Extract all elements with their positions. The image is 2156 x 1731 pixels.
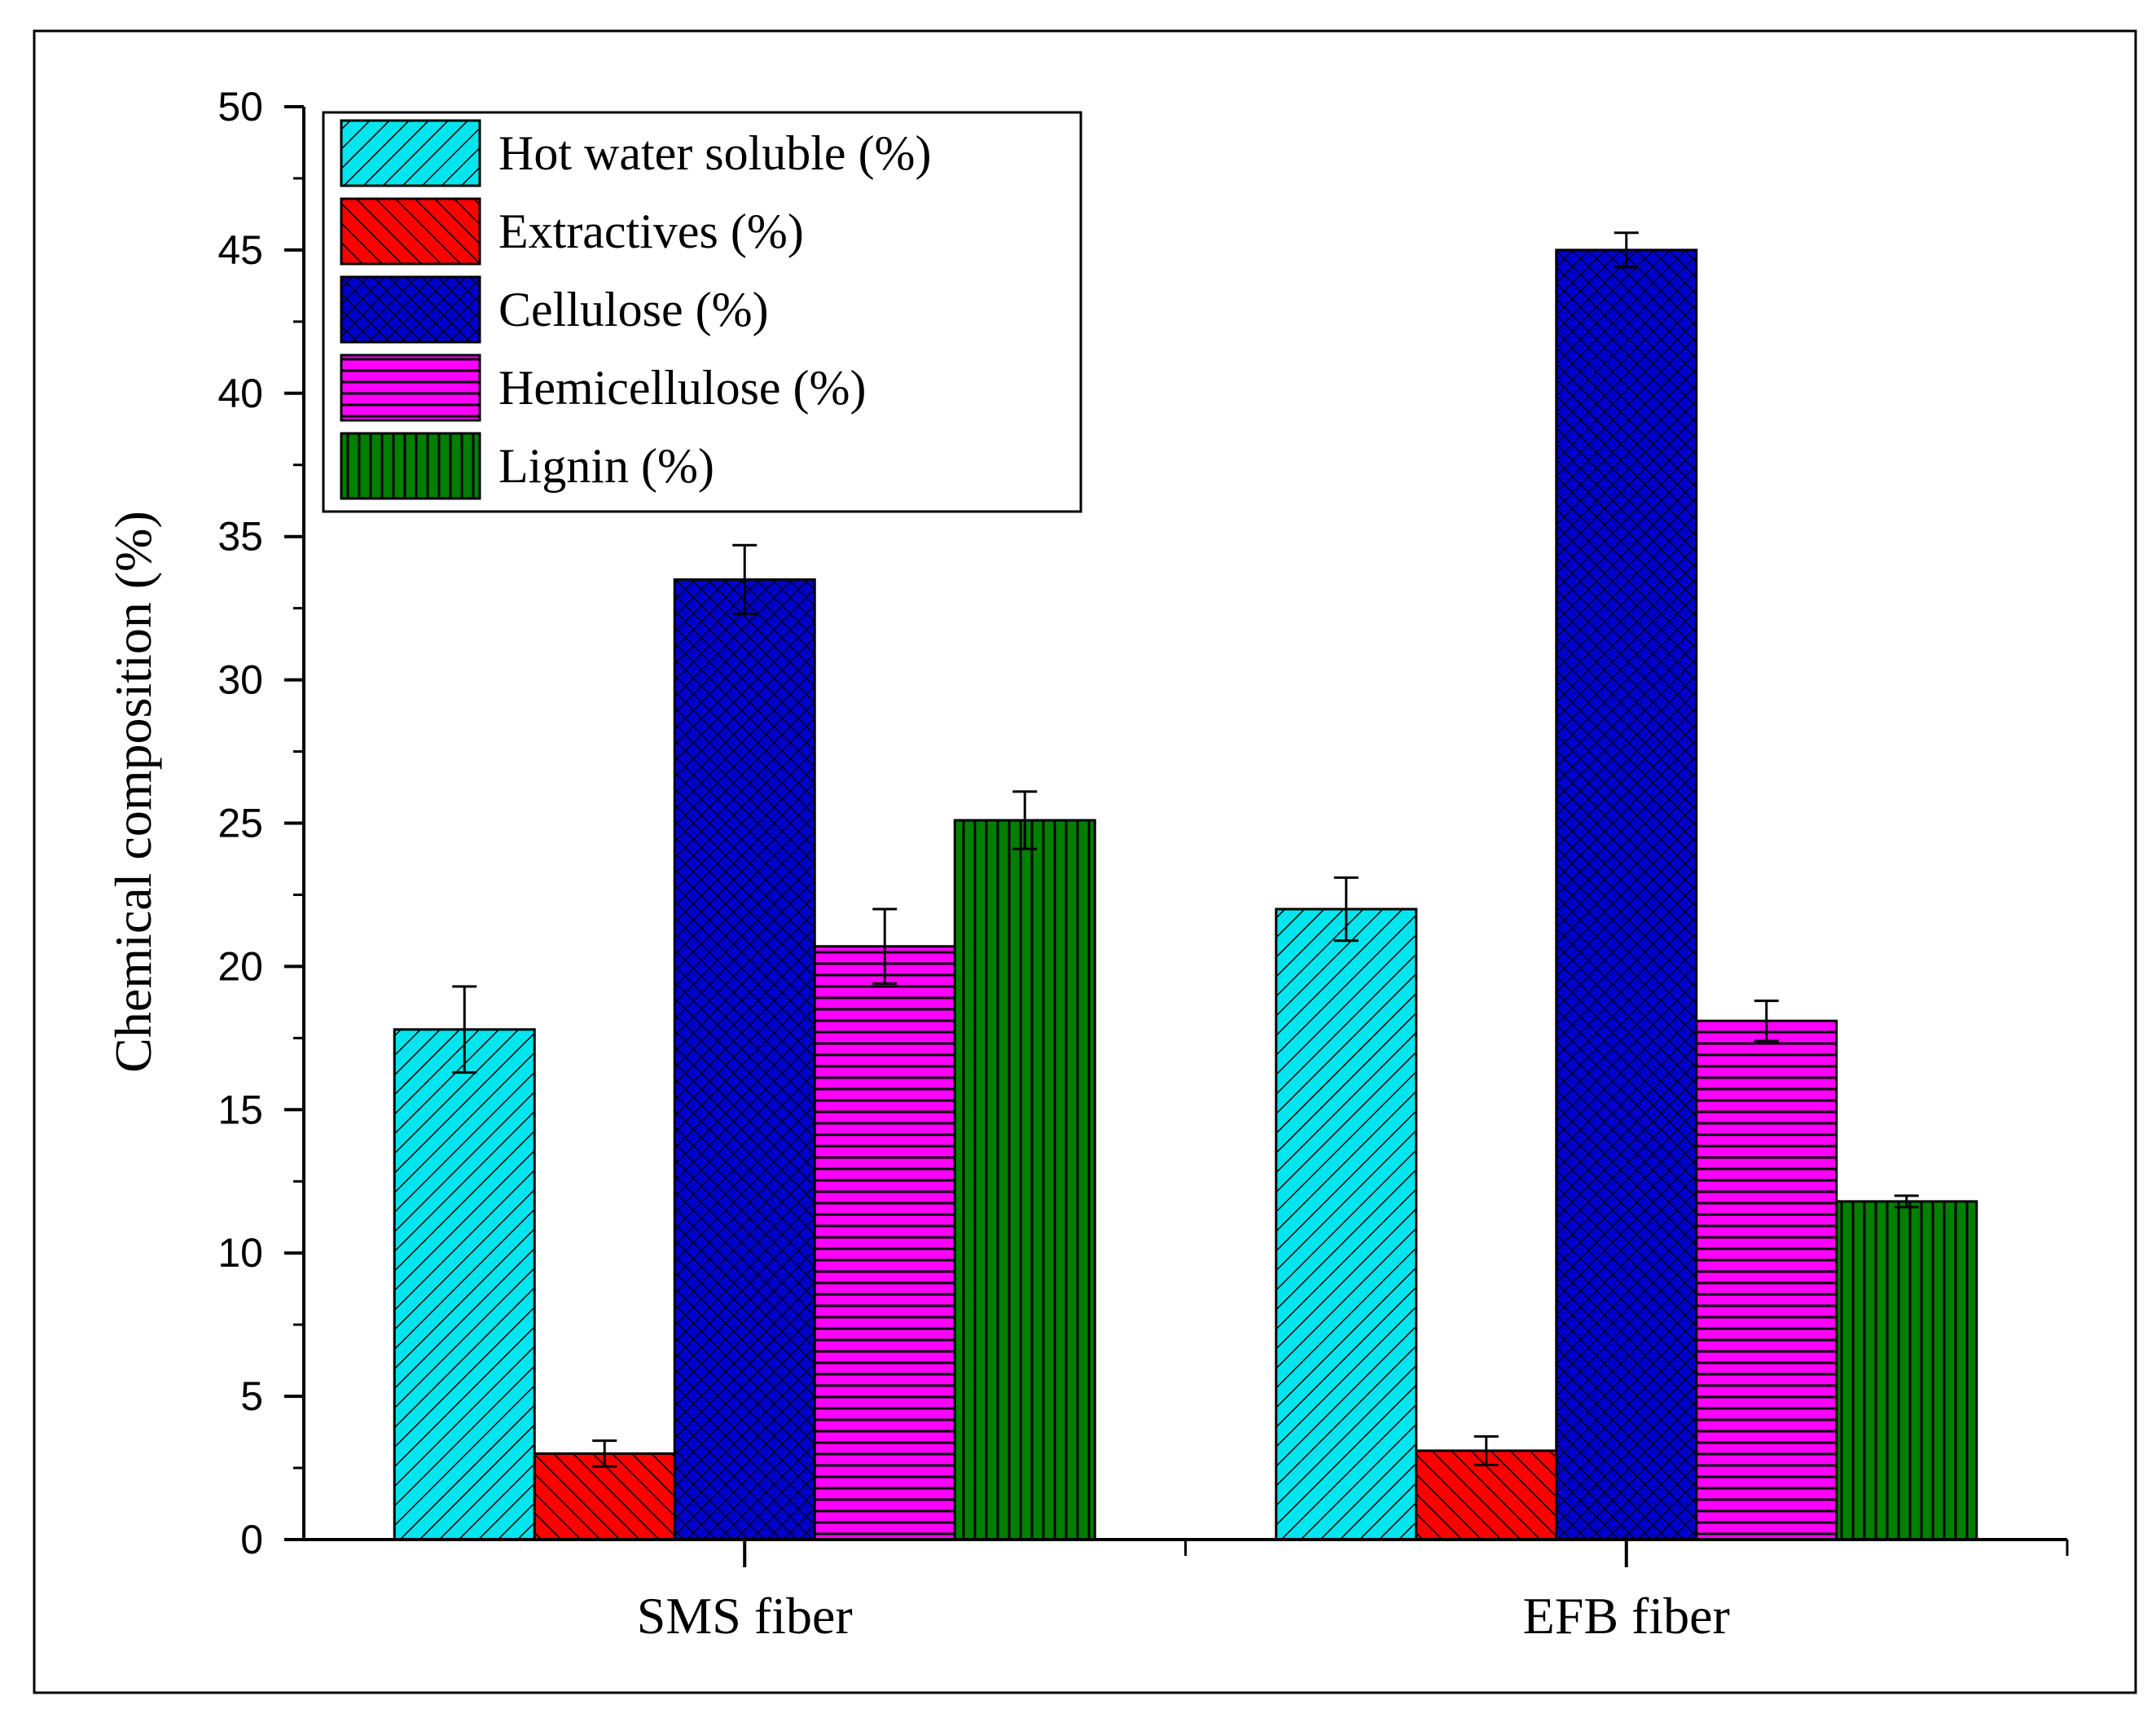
bar-pattern — [1695, 1019, 1838, 1541]
legend-label: Extractives (%) — [498, 204, 804, 258]
y-tick-label: 50 — [217, 84, 263, 130]
legend-label: Lignin (%) — [498, 439, 714, 493]
legend-label: Hot water soluble (%) — [498, 126, 932, 180]
y-tick-label: 40 — [217, 371, 263, 416]
x-category-label: EFB fiber — [1523, 1587, 1730, 1645]
y-axis-title: Chemical composition (%) — [104, 511, 162, 1073]
bar-pattern — [1835, 1200, 1978, 1541]
legend-swatch-pattern — [340, 197, 481, 266]
y-tick-label: 0 — [240, 1517, 263, 1562]
bar-pattern — [673, 578, 816, 1541]
bar-pattern — [1555, 248, 1698, 1541]
y-tick-label: 35 — [217, 514, 263, 560]
figure-frame — [33, 29, 2137, 1694]
y-tick-label: 15 — [217, 1087, 263, 1132]
y-tick-label: 45 — [217, 227, 263, 273]
axes: 0 5 10 15 20 25 30 35 40 45 50 SMS fiber EFB fiber — [217, 84, 2069, 1645]
bar-pattern — [393, 1028, 536, 1541]
legend-swatch-pattern — [340, 275, 481, 344]
legend-swatch-pattern — [340, 119, 481, 187]
legend-swatch-pattern — [340, 354, 481, 422]
y-tick-label: 30 — [217, 657, 263, 703]
bar-pattern — [953, 819, 1096, 1541]
legend: Hot water soluble (%) Extractives (%) Cell… — [322, 111, 1082, 513]
legend-swatch-pattern — [340, 432, 481, 500]
y-tick-label: 20 — [217, 943, 263, 989]
legend-label: Cellulose (%) — [498, 283, 769, 336]
plot-area — [393, 231, 1978, 1541]
bar-pattern — [813, 945, 956, 1541]
bar-pattern — [1275, 907, 1418, 1541]
y-tick-label: 25 — [217, 801, 263, 846]
y-tick-label: 10 — [217, 1230, 263, 1276]
x-category-label: SMS fiber — [637, 1587, 853, 1645]
legend-label: Hemicellulose (%) — [498, 361, 867, 415]
y-tick-label: 5 — [240, 1373, 263, 1419]
